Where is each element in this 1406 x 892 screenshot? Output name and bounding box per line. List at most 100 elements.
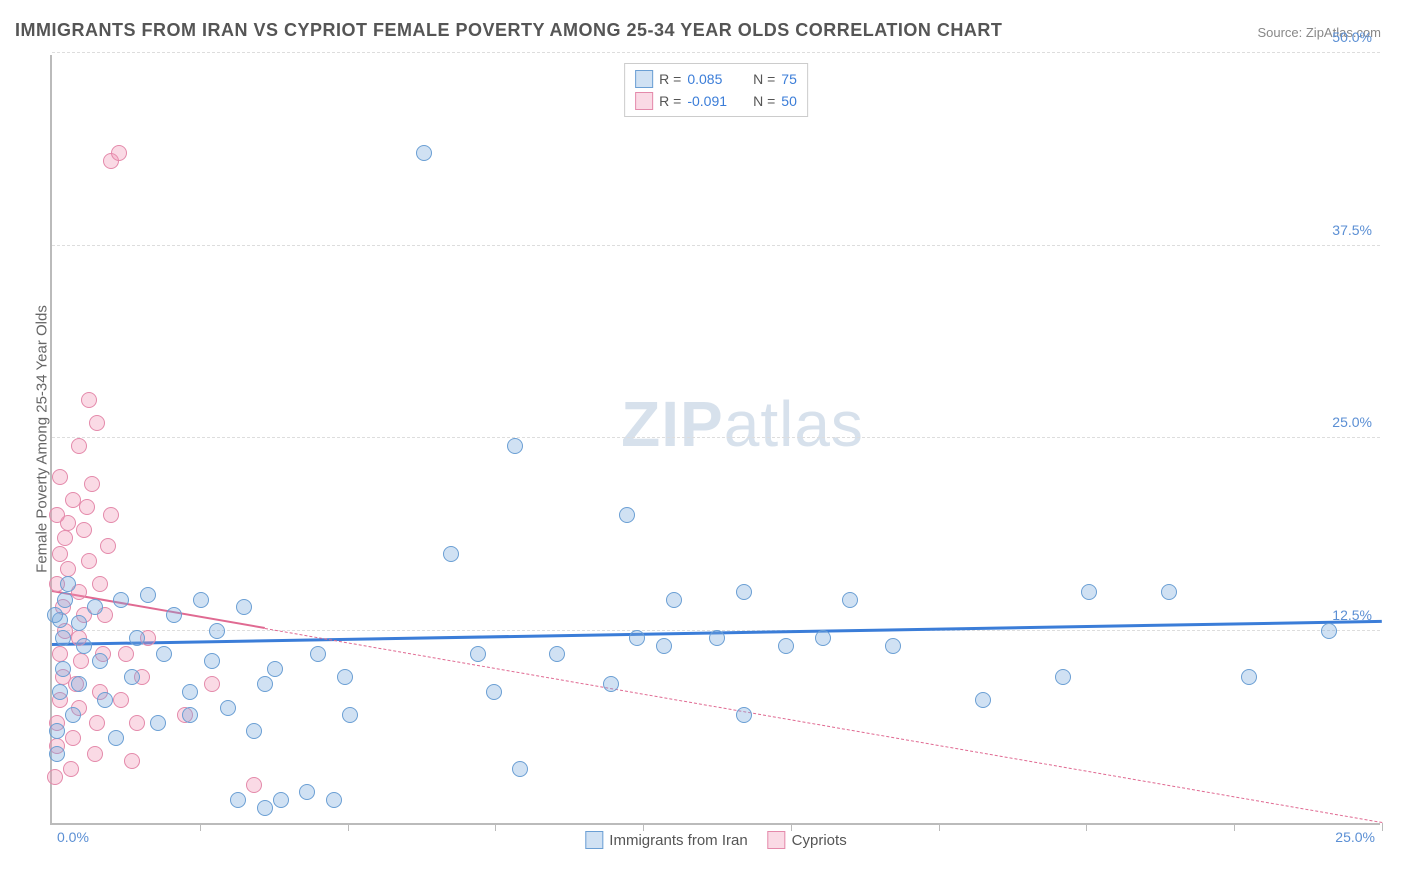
- data-point: [124, 753, 140, 769]
- trend-line: [265, 628, 1382, 823]
- data-point: [71, 438, 87, 454]
- legend-series-item: Cypriots: [768, 831, 847, 849]
- x-tick: [643, 823, 644, 831]
- legend-n-label: N =: [745, 93, 775, 109]
- data-point: [975, 692, 991, 708]
- data-point: [1241, 669, 1257, 685]
- data-point: [736, 584, 752, 600]
- x-tick: [200, 823, 201, 831]
- data-point: [443, 546, 459, 562]
- legend-row: R = 0.085 N = 75: [635, 68, 797, 90]
- data-point: [65, 707, 81, 723]
- data-point: [76, 522, 92, 538]
- legend-r-value: 0.085: [687, 71, 739, 87]
- data-point: [129, 715, 145, 731]
- chart-container: IMMIGRANTS FROM IRAN VS CYPRIOT FEMALE P…: [0, 0, 1406, 892]
- legend-series-label: Cypriots: [792, 832, 847, 849]
- data-point: [656, 638, 672, 654]
- data-point: [512, 761, 528, 777]
- data-point: [209, 623, 225, 639]
- legend-r-label: R =: [659, 93, 681, 109]
- data-point: [193, 592, 209, 608]
- data-point: [60, 576, 76, 592]
- data-point: [666, 592, 682, 608]
- data-point: [619, 507, 635, 523]
- data-point: [1055, 669, 1071, 685]
- data-point: [55, 630, 71, 646]
- data-point: [246, 777, 262, 793]
- x-tick: [1086, 823, 1087, 831]
- legend-swatch: [635, 92, 653, 110]
- watermark-bold: ZIP: [621, 388, 724, 460]
- data-point: [47, 769, 63, 785]
- data-point: [81, 392, 97, 408]
- data-point: [182, 707, 198, 723]
- y-tick-label: 50.0%: [1332, 29, 1372, 45]
- data-point: [299, 784, 315, 800]
- data-point: [49, 723, 65, 739]
- grid-line: [52, 52, 1380, 53]
- data-point: [52, 684, 68, 700]
- data-point: [87, 746, 103, 762]
- data-point: [204, 653, 220, 669]
- data-point: [470, 646, 486, 662]
- legend-n-value: 75: [781, 71, 797, 87]
- data-point: [549, 646, 565, 662]
- data-point: [100, 538, 116, 554]
- data-point: [47, 607, 63, 623]
- legend-n-label: N =: [745, 71, 775, 87]
- data-point: [204, 676, 220, 692]
- data-point: [60, 561, 76, 577]
- data-point: [63, 761, 79, 777]
- data-point: [57, 592, 73, 608]
- data-point: [603, 676, 619, 692]
- data-point: [236, 599, 252, 615]
- data-point: [89, 415, 105, 431]
- data-point: [150, 715, 166, 731]
- data-point: [97, 692, 113, 708]
- data-point: [182, 684, 198, 700]
- watermark-rest: atlas: [724, 388, 864, 460]
- data-point: [885, 638, 901, 654]
- legend-series: Immigrants from IranCypriots: [585, 831, 846, 849]
- data-point: [815, 630, 831, 646]
- data-point: [220, 700, 236, 716]
- data-point: [1321, 623, 1337, 639]
- plot-area: Female Poverty Among 25-34 Year Olds ZIP…: [50, 55, 1380, 825]
- x-tick: [1382, 823, 1383, 831]
- data-point: [486, 684, 502, 700]
- data-point: [129, 630, 145, 646]
- x-axis-min-label: 0.0%: [57, 829, 89, 845]
- data-point: [1081, 584, 1097, 600]
- data-point: [52, 469, 68, 485]
- x-tick: [1234, 823, 1235, 831]
- data-point: [257, 676, 273, 692]
- legend-n-value: 50: [781, 93, 797, 109]
- y-tick-label: 25.0%: [1332, 414, 1372, 430]
- legend-correlation: R = 0.085 N = 75R = -0.091 N = 50: [624, 63, 808, 117]
- legend-row: R = -0.091 N = 50: [635, 90, 797, 112]
- x-tick: [348, 823, 349, 831]
- data-point: [416, 145, 432, 161]
- legend-swatch: [585, 831, 603, 849]
- data-point: [87, 599, 103, 615]
- watermark: ZIPatlas: [621, 387, 864, 461]
- legend-swatch: [635, 70, 653, 88]
- legend-r-label: R =: [659, 71, 681, 87]
- data-point: [629, 630, 645, 646]
- data-point: [49, 746, 65, 762]
- data-point: [65, 730, 81, 746]
- x-tick: [495, 823, 496, 831]
- data-point: [89, 715, 105, 731]
- y-tick-label: 37.5%: [1332, 222, 1372, 238]
- data-point: [57, 530, 73, 546]
- data-point: [108, 730, 124, 746]
- data-point: [49, 507, 65, 523]
- data-point: [79, 499, 95, 515]
- data-point: [257, 800, 273, 816]
- data-point: [81, 553, 97, 569]
- data-point: [140, 587, 156, 603]
- chart-title: IMMIGRANTS FROM IRAN VS CYPRIOT FEMALE P…: [15, 20, 1002, 41]
- data-point: [230, 792, 246, 808]
- data-point: [1161, 584, 1177, 600]
